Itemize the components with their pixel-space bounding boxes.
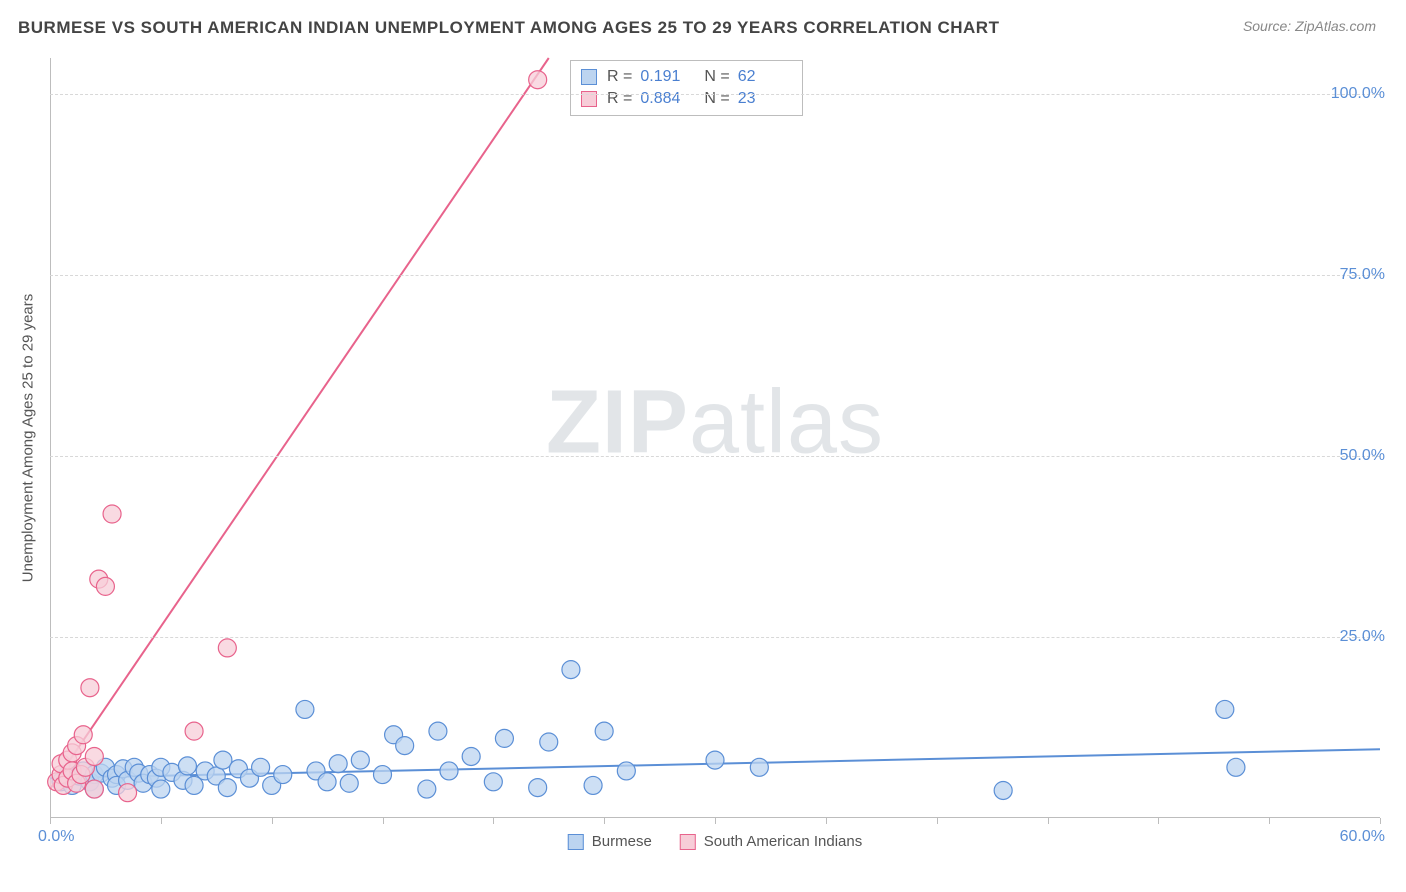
- scatter-plot-svg: [50, 58, 1380, 818]
- stat-r-value: 0.884: [640, 90, 688, 108]
- x-tick: [272, 818, 273, 824]
- x-tick: [1269, 818, 1270, 824]
- data-point: [418, 780, 436, 798]
- data-point: [484, 773, 502, 791]
- gridline: [50, 275, 1380, 276]
- data-point: [540, 733, 558, 751]
- x-axis-end-label: 60.0%: [1340, 828, 1385, 846]
- x-tick: [604, 818, 605, 824]
- data-point: [374, 766, 392, 784]
- gridline: [50, 637, 1380, 638]
- data-point: [85, 780, 103, 798]
- y-tick-label: 25.0%: [1340, 628, 1385, 646]
- stats-row: R = 0.191 N = 62: [581, 66, 792, 88]
- x-tick: [1380, 818, 1381, 824]
- data-point: [152, 780, 170, 798]
- data-point: [351, 751, 369, 769]
- trend-line: [50, 58, 549, 789]
- legend-label: Burmese: [592, 833, 652, 850]
- data-point: [81, 679, 99, 697]
- data-point: [617, 762, 635, 780]
- stat-label: N =: [704, 68, 729, 86]
- legend-item: Burmese: [568, 833, 652, 850]
- y-tick-label: 50.0%: [1340, 447, 1385, 465]
- chart-area: Unemployment Among Ages 25 to 29 years Z…: [50, 58, 1380, 818]
- stat-r-value: 0.191: [640, 68, 688, 86]
- data-point: [750, 758, 768, 776]
- stat-label: R =: [607, 90, 632, 108]
- data-point: [396, 737, 414, 755]
- legend-swatch-icon: [581, 69, 597, 85]
- x-tick: [1158, 818, 1159, 824]
- legend-item: South American Indians: [680, 833, 862, 850]
- data-point: [218, 779, 236, 797]
- data-point: [178, 757, 196, 775]
- data-point: [462, 747, 480, 765]
- stats-row: R = 0.884 N = 23: [581, 88, 792, 110]
- data-point: [185, 722, 203, 740]
- data-point: [1216, 700, 1234, 718]
- data-point: [529, 71, 547, 89]
- data-point: [706, 751, 724, 769]
- data-point: [1227, 758, 1245, 776]
- x-axis-start-label: 0.0%: [38, 828, 74, 846]
- data-point: [495, 729, 513, 747]
- x-tick: [826, 818, 827, 824]
- data-point: [440, 762, 458, 780]
- data-point: [584, 776, 602, 794]
- data-point: [274, 766, 292, 784]
- data-point: [994, 781, 1012, 799]
- data-point: [252, 758, 270, 776]
- stat-label: N =: [704, 90, 729, 108]
- x-tick: [715, 818, 716, 824]
- data-point: [296, 700, 314, 718]
- stat-label: R =: [607, 68, 632, 86]
- correlation-stats-box: R = 0.191 N = 62 R = 0.884 N = 23: [570, 60, 803, 116]
- data-point: [74, 726, 92, 744]
- x-tick: [161, 818, 162, 824]
- data-point: [595, 722, 613, 740]
- data-point: [218, 639, 236, 657]
- x-tick: [493, 818, 494, 824]
- y-tick-label: 75.0%: [1340, 266, 1385, 284]
- data-point: [103, 505, 121, 523]
- data-point: [529, 779, 547, 797]
- stat-n-value: 23: [738, 90, 786, 108]
- data-point: [429, 722, 447, 740]
- x-tick: [383, 818, 384, 824]
- x-tick: [937, 818, 938, 824]
- data-point: [318, 773, 336, 791]
- chart-title: BURMESE VS SOUTH AMERICAN INDIAN UNEMPLO…: [18, 18, 999, 38]
- plot-region: ZIPatlas 0.0% 60.0% R =0.191N =62R =0.88…: [50, 58, 1380, 818]
- stat-n-value: 62: [738, 68, 786, 86]
- y-axis-label: Unemployment Among Ages 25 to 29 years: [20, 294, 37, 583]
- x-tick: [1048, 818, 1049, 824]
- legend-swatch-icon: [680, 834, 696, 850]
- data-point: [340, 774, 358, 792]
- data-point: [119, 784, 137, 802]
- legend-swatch-icon: [568, 834, 584, 850]
- data-point: [96, 577, 114, 595]
- gridline: [50, 94, 1380, 95]
- source-attribution: Source: ZipAtlas.com: [1243, 18, 1376, 34]
- gridline: [50, 456, 1380, 457]
- data-point: [562, 661, 580, 679]
- x-tick: [50, 818, 51, 824]
- y-tick-label: 100.0%: [1331, 85, 1385, 103]
- legend-bottom: Burmese South American Indians: [568, 833, 862, 850]
- legend-label: South American Indians: [704, 833, 862, 850]
- data-point: [329, 755, 347, 773]
- data-point: [85, 747, 103, 765]
